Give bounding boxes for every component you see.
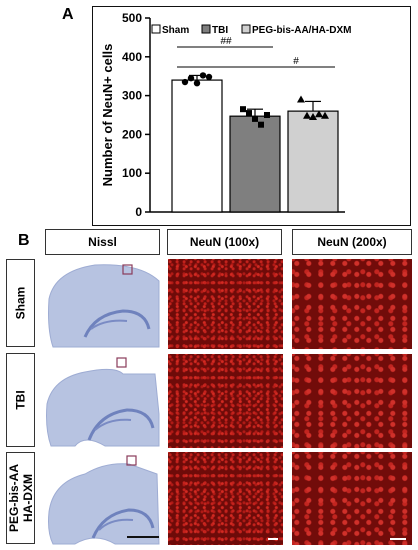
legend-swatch [151,24,161,34]
bar-peg-bis-aa-ha-dxm [287,110,339,213]
data-point [240,106,246,113]
nissl-image-peg-bis-aa-ha-dxm [45,452,161,545]
neun-200x-image-peg-bis-aa-ha-dxm [292,452,412,545]
legend-swatch [241,24,251,34]
data-point [252,115,258,122]
data-point [264,112,270,118]
legend-label: Sham [162,25,189,36]
y-tick-label: 400 [122,50,142,64]
column-header-neun-100x: NeuN (100x) [167,229,282,255]
nissl-image-tbi [45,354,161,448]
data-point [187,74,195,82]
data-point [258,121,264,128]
neun-200x-image-sham [292,259,412,349]
panel-a-label: A [62,6,74,23]
bar-sham [171,79,223,213]
bar-tbi [229,115,281,213]
row-label-peg-bis-aa-ha-dxm: PEG-bis-AA HA-DXM [6,452,35,544]
legend-label: TBI [212,25,228,36]
data-point [297,95,305,103]
nissl-image-sham [45,259,161,349]
neun-100x-image-tbi [168,354,283,448]
neun-100x-image-peg-bis-aa-ha-dxm [168,452,283,545]
panel-b-label: B [18,232,30,249]
column-header-nissl: Nissl [45,229,160,255]
neun-200x-image-tbi [292,354,412,448]
significance-label: ## [220,36,232,47]
chart-frame [92,6,411,226]
data-point [193,79,201,87]
data-point [246,110,252,117]
y-tick-label: 100 [122,166,142,180]
data-point [181,78,189,86]
y-tick-label: 200 [122,127,142,141]
row-label-peg-text: PEG-bis-AA HA-DXM [6,463,35,533]
nissl-scale-bar [127,536,159,538]
data-point [303,111,311,119]
column-header-neun-200x: NeuN (200x) [292,229,412,255]
y-axis-label: Number of NeuN+ cells [100,44,115,187]
data-point [315,110,323,118]
legend-label: PEG-bis-AA/HA-DXM [252,25,351,36]
significance-label: # [293,56,299,67]
y-tick-label: 500 [122,11,142,25]
y-tick-label: 300 [122,89,142,103]
data-point [199,72,207,79]
row-label-tbi: TBI [6,353,35,447]
y-tick-label: 0 [135,205,142,219]
legend-swatch [201,24,211,34]
data-point [309,112,317,120]
row-label-sham: Sham [6,259,35,347]
neun-100x-scale-bar [268,538,278,540]
neun-200x-scale-bar [390,538,406,540]
data-point [321,111,329,119]
neun-100x-image-sham [168,259,283,349]
data-point [205,73,213,81]
